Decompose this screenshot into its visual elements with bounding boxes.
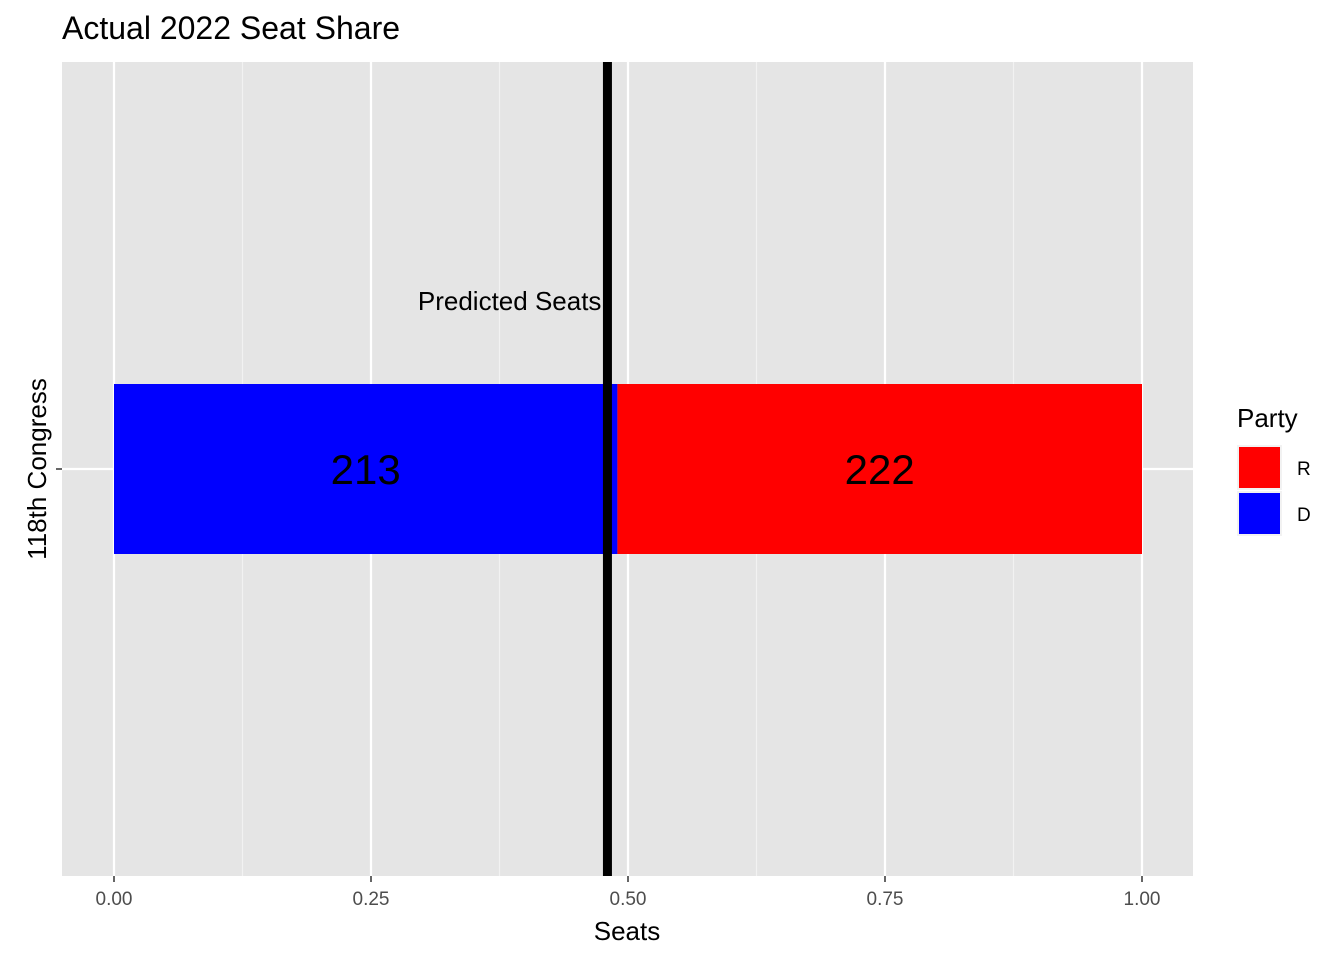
legend: Party RD <box>1237 403 1311 536</box>
x-tick-label: 0.00 <box>96 889 133 910</box>
bars <box>114 384 1142 554</box>
x-tick-label: 0.75 <box>867 889 904 910</box>
legend-title: Party <box>1237 403 1298 433</box>
x-axis: 0.00 0.25 0.50 0.75 1.00 <box>96 876 1161 910</box>
bar-d <box>114 384 618 554</box>
x-tick-label: 1.00 <box>1124 889 1161 910</box>
bar-label-d: 213 <box>331 446 401 493</box>
reference-line-label: Predicted Seats <box>418 286 602 316</box>
legend-swatch-d <box>1239 493 1280 534</box>
x-tick-label: 0.50 <box>610 889 647 910</box>
chart-title: Actual 2022 Seat Share <box>62 10 400 46</box>
bar-labels: 213 222 <box>331 446 915 493</box>
legend-items: RD <box>1237 445 1311 536</box>
legend-label-r: R <box>1297 459 1311 480</box>
reference-line-group: Predicted Seats <box>418 62 612 876</box>
bar-label-r: 222 <box>845 446 915 493</box>
x-axis-title: Seats <box>594 916 661 946</box>
bar-r <box>617 384 1142 554</box>
y-axis-title: 118th Congress <box>22 378 52 560</box>
x-tick-label: 0.25 <box>353 889 390 910</box>
legend-swatch-r <box>1239 447 1280 488</box>
legend-label-d: D <box>1297 505 1311 526</box>
